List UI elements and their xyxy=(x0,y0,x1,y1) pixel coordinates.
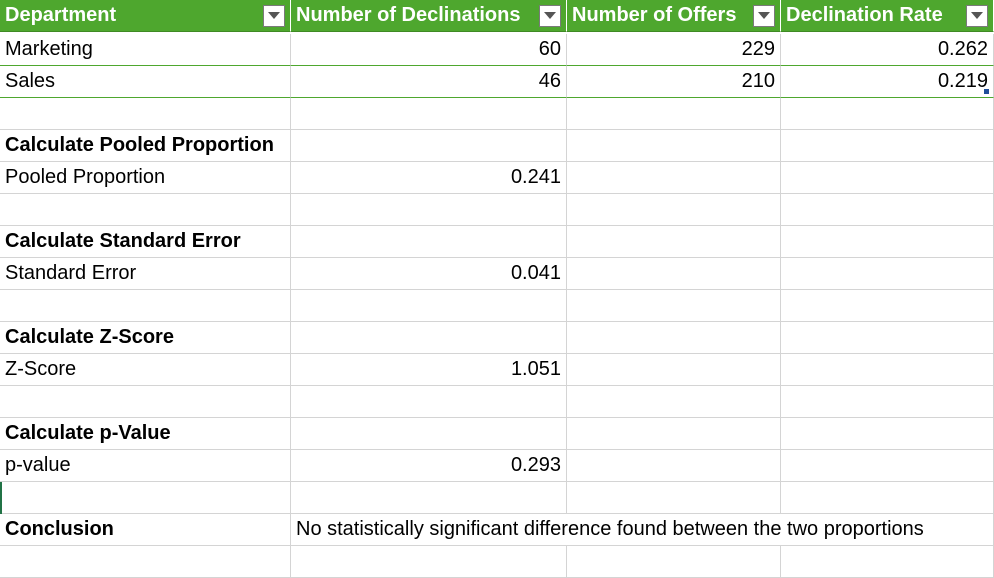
empty-cell[interactable] xyxy=(567,130,781,162)
empty-cell[interactable] xyxy=(781,98,994,130)
header-label: Number of Offers xyxy=(572,4,737,26)
standard-error-heading[interactable]: Calculate Standard Error xyxy=(0,226,291,258)
empty-cell[interactable] xyxy=(0,546,291,578)
section-heading-row: Calculate Z-Score xyxy=(0,322,994,354)
empty-row xyxy=(0,482,994,514)
cell-declination-rate[interactable]: 0.262 xyxy=(781,34,994,66)
empty-cell[interactable] xyxy=(291,546,567,578)
empty-cell[interactable] xyxy=(781,418,994,450)
result-row: Pooled Proportion 0.241 xyxy=(0,162,994,194)
result-row: p-value 0.293 xyxy=(0,450,994,482)
pooled-proportion-heading[interactable]: Calculate Pooled Proportion xyxy=(0,130,291,162)
empty-cell[interactable] xyxy=(781,386,994,418)
filter-dropdown-icon[interactable] xyxy=(753,4,775,27)
section-heading-row: Calculate p-Value xyxy=(0,418,994,450)
z-score-value[interactable]: 1.051 xyxy=(291,354,567,386)
pooled-proportion-label[interactable]: Pooled Proportion xyxy=(0,162,291,194)
empty-cell[interactable] xyxy=(567,98,781,130)
filter-dropdown-icon[interactable] xyxy=(966,4,988,27)
header-offers[interactable]: Number of Offers xyxy=(567,0,781,32)
cell-declinations[interactable]: 46 xyxy=(291,66,567,98)
header-declinations[interactable]: Number of Declinations xyxy=(291,0,567,32)
empty-cell[interactable] xyxy=(0,386,291,418)
standard-error-label[interactable]: Standard Error xyxy=(0,258,291,290)
empty-cell[interactable] xyxy=(781,226,994,258)
empty-cell[interactable] xyxy=(0,290,291,322)
table-resize-handle[interactable] xyxy=(984,89,989,94)
empty-cell[interactable] xyxy=(567,290,781,322)
p-value-value[interactable]: 0.293 xyxy=(291,450,567,482)
header-label: Number of Declinations xyxy=(296,4,521,26)
header-department[interactable]: Department xyxy=(0,0,291,32)
empty-cell[interactable] xyxy=(781,322,994,354)
empty-cell[interactable] xyxy=(567,322,781,354)
empty-row xyxy=(0,386,994,418)
empty-cell[interactable] xyxy=(567,418,781,450)
empty-cell[interactable] xyxy=(781,290,994,322)
empty-cell[interactable] xyxy=(291,418,567,450)
header-declination-rate[interactable]: Declination Rate xyxy=(781,0,994,32)
cell-declinations[interactable]: 60 xyxy=(291,34,567,66)
p-value-heading[interactable]: Calculate p-Value xyxy=(0,418,291,450)
empty-row xyxy=(0,98,994,130)
section-heading-row: Calculate Standard Error xyxy=(0,226,994,258)
cell-declination-rate[interactable]: 0.219 xyxy=(781,66,994,98)
empty-cell[interactable] xyxy=(781,130,994,162)
header-label: Declination Rate xyxy=(786,4,943,26)
empty-cell[interactable] xyxy=(291,386,567,418)
empty-cell[interactable] xyxy=(781,258,994,290)
empty-cell[interactable] xyxy=(291,98,567,130)
empty-cell[interactable] xyxy=(291,322,567,354)
header-label: Department xyxy=(5,4,117,26)
empty-cell[interactable] xyxy=(781,354,994,386)
empty-cell[interactable] xyxy=(291,482,567,514)
empty-cell[interactable] xyxy=(781,450,994,482)
empty-cell[interactable] xyxy=(291,130,567,162)
empty-cell[interactable] xyxy=(567,258,781,290)
standard-error-value[interactable]: 0.041 xyxy=(291,258,567,290)
empty-row xyxy=(0,546,994,578)
empty-cell[interactable] xyxy=(0,98,291,130)
result-row: Standard Error 0.041 xyxy=(0,258,994,290)
conclusion-text[interactable]: No statistically significant difference … xyxy=(291,514,994,546)
cell-offers[interactable]: 210 xyxy=(567,66,781,98)
cell-department[interactable]: Marketing xyxy=(0,34,291,66)
empty-cell[interactable] xyxy=(781,162,994,194)
empty-cell[interactable] xyxy=(567,162,781,194)
empty-cell[interactable] xyxy=(0,482,291,514)
filter-dropdown-icon[interactable] xyxy=(263,4,285,27)
empty-cell[interactable] xyxy=(567,226,781,258)
empty-cell[interactable] xyxy=(567,482,781,514)
empty-cell[interactable] xyxy=(781,546,994,578)
pooled-proportion-value[interactable]: 0.241 xyxy=(291,162,567,194)
empty-cell[interactable] xyxy=(567,194,781,226)
empty-cell[interactable] xyxy=(567,546,781,578)
empty-cell[interactable] xyxy=(291,194,567,226)
conclusion-label[interactable]: Conclusion xyxy=(0,514,291,546)
z-score-heading[interactable]: Calculate Z-Score xyxy=(0,322,291,354)
active-cell-indicator xyxy=(0,482,2,514)
empty-row xyxy=(0,194,994,226)
empty-cell[interactable] xyxy=(567,450,781,482)
table-header-row: Department Number of Declinations Number… xyxy=(0,0,994,32)
empty-row xyxy=(0,290,994,322)
p-value-label[interactable]: p-value xyxy=(0,450,291,482)
section-heading-row: Calculate Pooled Proportion xyxy=(0,130,994,162)
cell-department[interactable]: Sales xyxy=(0,66,291,98)
empty-cell[interactable] xyxy=(781,482,994,514)
empty-cell[interactable] xyxy=(291,226,567,258)
z-score-label[interactable]: Z-Score xyxy=(0,354,291,386)
cell-offers[interactable]: 229 xyxy=(567,34,781,66)
table-row: Sales 46 210 0.219 xyxy=(0,66,994,98)
conclusion-row: Conclusion No statistically significant … xyxy=(0,514,994,546)
filter-dropdown-icon[interactable] xyxy=(539,4,561,27)
empty-cell[interactable] xyxy=(291,290,567,322)
empty-cell[interactable] xyxy=(781,194,994,226)
table-row: Marketing 60 229 0.262 xyxy=(0,34,994,66)
empty-cell[interactable] xyxy=(567,354,781,386)
result-row: Z-Score 1.051 xyxy=(0,354,994,386)
empty-cell[interactable] xyxy=(0,194,291,226)
empty-cell[interactable] xyxy=(567,386,781,418)
